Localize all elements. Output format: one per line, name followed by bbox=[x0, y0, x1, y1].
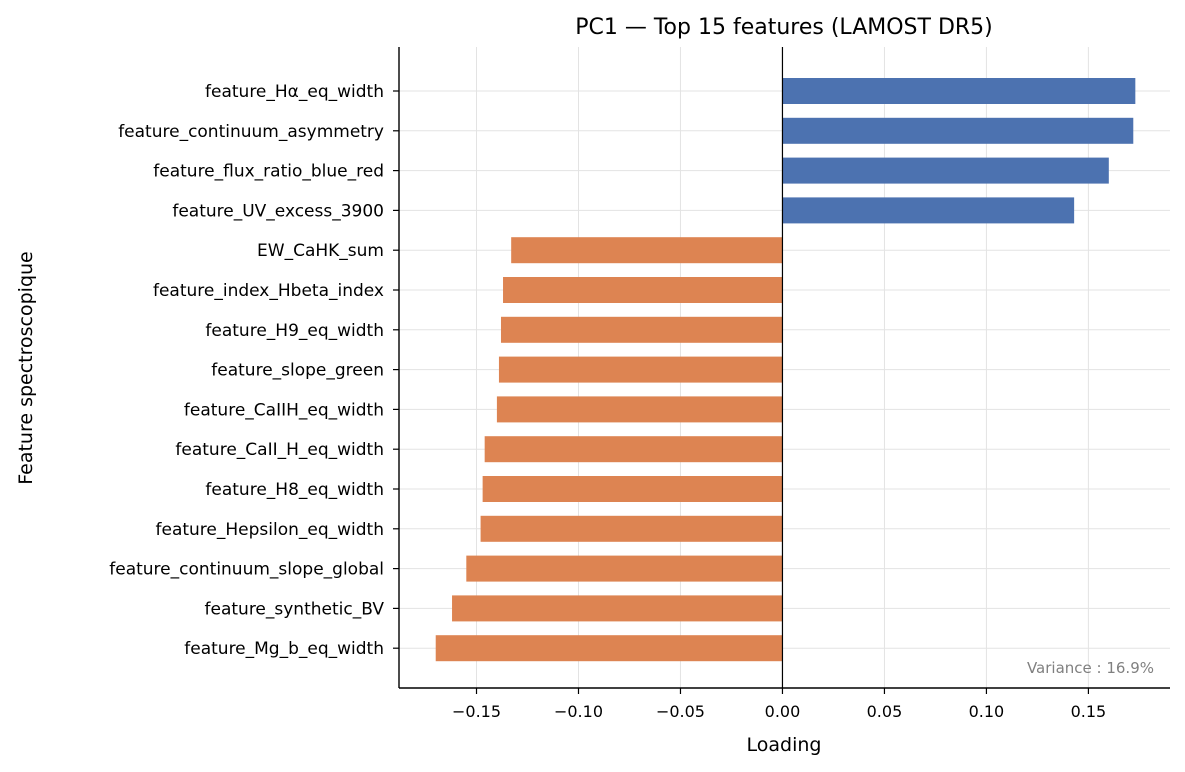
y-tick-label: feature_CaIIH_eq_width bbox=[184, 400, 384, 420]
bar bbox=[782, 157, 1109, 184]
x-tick-label: 0.10 bbox=[969, 702, 1005, 721]
bar bbox=[782, 117, 1134, 144]
y-tick-label: feature_CaII_H_eq_width bbox=[175, 440, 384, 460]
x-tick-label: −0.15 bbox=[452, 702, 501, 721]
bar bbox=[435, 635, 783, 662]
chart-title: PC1 — Top 15 features (LAMOST DR5) bbox=[575, 15, 993, 40]
x-axis-label: Loading bbox=[747, 734, 822, 756]
y-axis-label: Feature spectroscopique bbox=[15, 251, 37, 485]
bar bbox=[503, 277, 783, 303]
bar bbox=[498, 356, 783, 383]
y-tick-label: feature_index_Hbeta_index bbox=[153, 281, 384, 301]
bar bbox=[482, 476, 783, 502]
y-axis-ticks: feature_Hα_eq_width feature_continuum_asy… bbox=[109, 82, 399, 659]
x-axis-ticks: −0.15 −0.10 −0.05 0.00 0.05 0.10 0.15 bbox=[452, 688, 1106, 721]
bar bbox=[452, 595, 783, 622]
x-tick-label: 0.00 bbox=[765, 702, 801, 721]
bar bbox=[782, 197, 1075, 224]
bar bbox=[466, 555, 783, 582]
y-tick-label: EW_CaHK_sum bbox=[257, 241, 384, 261]
x-tick-label: −0.10 bbox=[554, 702, 603, 721]
bar bbox=[782, 78, 1136, 104]
y-tick-label: feature_UV_excess_3900 bbox=[172, 201, 384, 221]
y-tick-label: feature_Mg_b_eq_width bbox=[184, 639, 384, 659]
x-tick-label: 0.05 bbox=[867, 702, 903, 721]
bar bbox=[484, 436, 783, 463]
bar bbox=[496, 396, 783, 423]
y-tick-label: feature_continuum_slope_global bbox=[109, 560, 384, 580]
y-tick-label: feature_flux_ratio_blue_red bbox=[153, 162, 384, 182]
bar bbox=[500, 316, 783, 343]
y-tick-label: feature_Hepsilon_eq_width bbox=[156, 520, 385, 540]
x-tick-label: 0.15 bbox=[1071, 702, 1107, 721]
y-tick-label: feature_H9_eq_width bbox=[205, 321, 384, 341]
variance-annotation: Variance : 16.9% bbox=[1027, 659, 1154, 677]
bar bbox=[511, 237, 783, 264]
y-tick-label: feature_Hα_eq_width bbox=[205, 82, 384, 102]
axes-spines bbox=[398, 47, 1170, 689]
y-tick-label: feature_continuum_asymmetry bbox=[118, 122, 384, 142]
y-tick-label: feature_synthetic_BV bbox=[205, 599, 385, 619]
y-tick-label: feature_slope_green bbox=[211, 361, 384, 381]
y-tick-label: feature_H8_eq_width bbox=[205, 480, 384, 500]
bars bbox=[435, 78, 1136, 662]
bar bbox=[480, 515, 783, 542]
x-tick-label: −0.05 bbox=[656, 702, 705, 721]
